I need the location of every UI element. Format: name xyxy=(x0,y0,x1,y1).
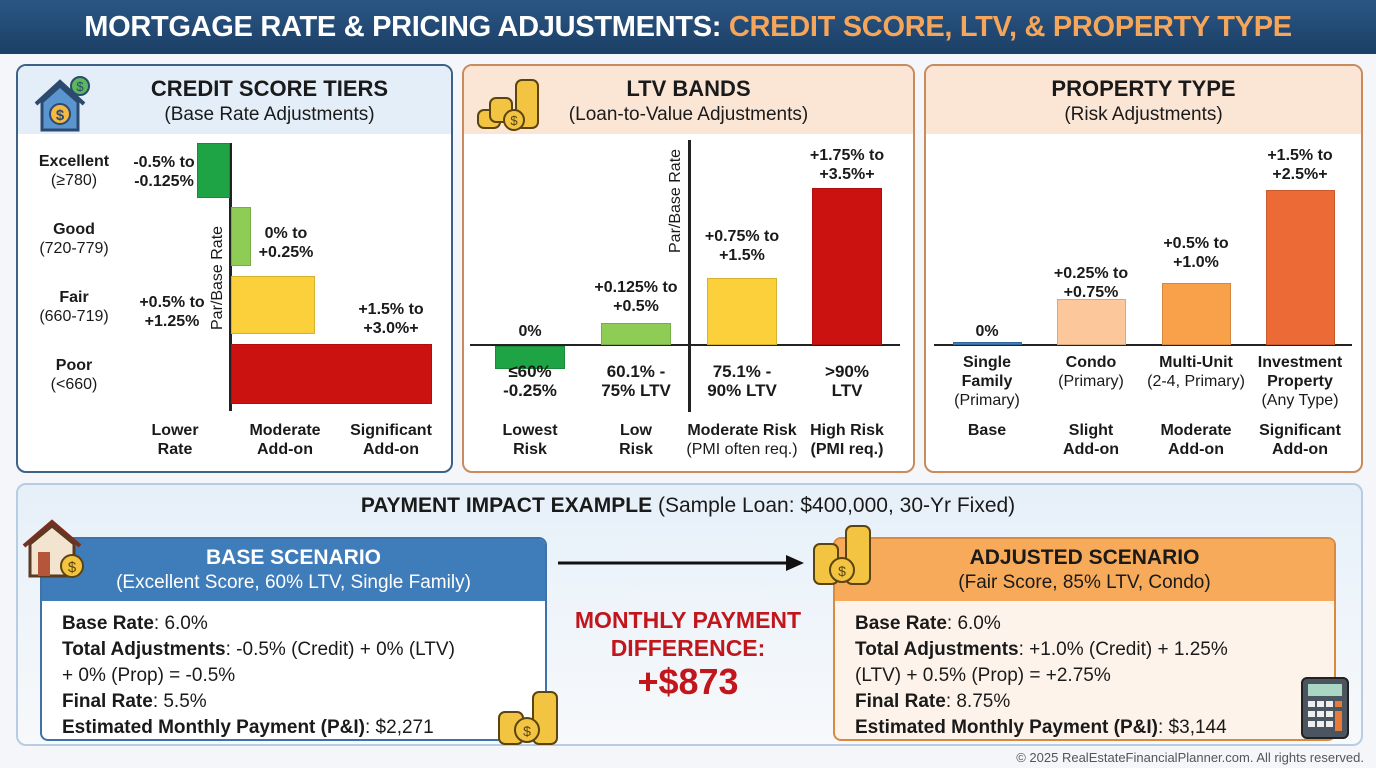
risk-label: Moderate Add-on xyxy=(1160,422,1232,458)
card-subtitle: (Excellent Score, 60% LTV, Single Family… xyxy=(116,572,471,593)
bar-2 xyxy=(707,277,777,345)
scenario-row: Final Rate: 8.75% xyxy=(855,691,1011,712)
value-label: 0% xyxy=(518,323,542,340)
panel-title: CREDIT SCORE TIERS xyxy=(150,76,389,101)
card-subtitle: (Fair Score, 85% LTV, Condo) xyxy=(958,572,1211,593)
panel-subtitle: (Loan-to-Value Adjustments) xyxy=(568,104,809,125)
value-label: +0.25% to +0.75% xyxy=(1053,265,1129,301)
baseline xyxy=(470,344,900,346)
panel-subtitle: (Base Rate Adjustments) xyxy=(164,104,375,125)
house-dollar-icon: $ xyxy=(22,519,84,578)
scenario-row: Total Adjustments: +1.0% (Credit) + 1.25… xyxy=(855,639,1228,660)
scenario-row: Estimated Monthly Payment (P&I): $2,271 xyxy=(62,717,434,738)
tier-label: Good (720-779) xyxy=(39,221,109,257)
value-label: +0.125% to +0.5% xyxy=(594,279,678,315)
payment-difference-value: +$873 xyxy=(637,661,739,702)
category-label: Multi-Unit (2-4, Primary) xyxy=(1147,354,1245,390)
risk-label: High Risk (PMI req.) xyxy=(810,422,884,458)
svg-text:$: $ xyxy=(68,559,77,576)
value-label: +1.75% to +3.5%+ xyxy=(809,147,885,183)
panel-subtitle: (Risk Adjustments) xyxy=(1064,104,1223,125)
title-accent: CREDIT SCORE, LTV, & PROPERTY TYPE xyxy=(728,11,1292,43)
risk-label: Slight Add-on xyxy=(1063,422,1119,458)
svg-text:$: $ xyxy=(510,113,518,128)
baseline xyxy=(934,344,1352,346)
scenario-row: Base Rate: 6.0% xyxy=(62,613,208,634)
value-label: +0.5% to +1.25% xyxy=(139,294,205,330)
section-subtitle: (Sample Loan: $400,000, 30-Yr Fixed) xyxy=(652,494,1016,517)
card-title: ADJUSTED SCENARIO xyxy=(969,546,1200,569)
risk-label: Low Risk xyxy=(619,422,653,458)
category-label: Investment Property (Any Type) xyxy=(1257,354,1343,409)
scenario-row: Base Rate: 6.0% xyxy=(855,613,1001,634)
axis-label: Par/Base Rate xyxy=(209,225,226,330)
credit-score-panel: CREDIT SCORE TIERS (Base Rate Adjustments… xyxy=(16,64,453,473)
svg-text:$: $ xyxy=(523,723,531,739)
bar-fair xyxy=(231,276,315,334)
card-title: BASE SCENARIO xyxy=(205,546,382,569)
svg-text:$: $ xyxy=(76,79,84,94)
risk-label: Significant Add-on xyxy=(1259,422,1341,458)
category-label: 60.1% -75% LTV xyxy=(601,362,671,400)
category-label: Single Family (Primary) xyxy=(954,354,1020,409)
value-label: +1.5% to +2.5%+ xyxy=(1267,147,1333,183)
bar-2 xyxy=(1161,283,1231,345)
axis-label: Par/Base Rate xyxy=(667,148,684,253)
page-title: MORTGAGE RATE & PRICING ADJUSTMENTS: CRE… xyxy=(0,0,1376,54)
panel-title: PROPERTY TYPE xyxy=(1051,76,1236,101)
bar-0 xyxy=(952,342,1022,345)
bar-0 xyxy=(495,346,565,369)
par-axis xyxy=(688,140,691,412)
bar-poor xyxy=(231,344,432,404)
base-scenario-card: BASE SCENARIO (Excellent Score, 60% LTV, … xyxy=(40,537,547,741)
coins-icon: $ xyxy=(477,79,539,131)
bar-1 xyxy=(1056,298,1126,345)
copyright: © 2025 RealEstateFinancialPlanner.com. A… xyxy=(1016,750,1364,765)
svg-text:$: $ xyxy=(56,107,65,124)
risk-label: Base xyxy=(967,422,1007,439)
scale-label: Significant Add-on xyxy=(350,422,432,458)
panel-title: LTV BANDS xyxy=(626,76,751,101)
bar-3 xyxy=(1265,190,1335,345)
bar-3 xyxy=(812,187,882,345)
bar-excellent xyxy=(196,143,230,198)
value-label: -0.5% to -0.125% xyxy=(133,154,195,190)
category-label: >90% LTV xyxy=(825,362,869,400)
scale-label: Lower Rate xyxy=(151,422,199,458)
scenario-row: (LTV) + 0.5% (Prop) = +2.75% xyxy=(855,665,1111,686)
coins-icon: $ xyxy=(813,525,871,585)
arrow-right-icon xyxy=(558,555,804,571)
bar-good xyxy=(231,207,251,266)
title-main: MORTGAGE RATE & PRICING ADJUSTMENTS: xyxy=(84,11,729,43)
value-label: 0% xyxy=(975,323,999,340)
coins-icon: $ xyxy=(498,691,558,745)
risk-label: Moderate Risk (PMI often req.) xyxy=(686,422,798,458)
bar-1 xyxy=(601,322,671,345)
scenario-row: + 0% (Prop) = -0.5% xyxy=(62,665,236,686)
scenario-row: Final Rate: 5.5% xyxy=(62,691,207,712)
value-label: +0.5% to +1.0% xyxy=(1163,235,1229,271)
section-title: PAYMENT IMPACT EXAMPLE xyxy=(360,494,653,517)
category-label: 75.1% -90% LTV xyxy=(707,362,777,400)
scenario-row: Estimated Monthly Payment (P&I): $3,144 xyxy=(855,717,1227,738)
calculator-icon xyxy=(1301,677,1349,739)
payment-difference-label: MONTHLY PAYMENT DIFFERENCE: xyxy=(574,607,802,661)
svg-text:$: $ xyxy=(838,563,846,579)
house-dollar-icon: $$ xyxy=(34,76,90,132)
category-label: ≤60% -0.25% xyxy=(503,362,557,400)
tier-label: Excellent (≥780) xyxy=(38,153,110,189)
payment-impact-title: PAYMENT IMPACT EXAMPLE (Sample Loan: $40… xyxy=(0,494,1376,518)
value-label: +1.5% to +3.0%+ xyxy=(358,301,424,337)
scenario-row: Total Adjustments: -0.5% (Credit) + 0% (… xyxy=(62,639,455,660)
value-label: 0% to +0.25% xyxy=(258,225,314,261)
category-label: Condo (Primary) xyxy=(1058,354,1124,390)
value-label: +0.75% to +1.5% xyxy=(704,228,780,264)
adjusted-scenario-card: ADJUSTED SCENARIO (Fair Score, 85% LTV, C… xyxy=(833,537,1336,741)
scale-label: Moderate Add-on xyxy=(249,422,321,458)
tier-label: Fair (660-719) xyxy=(39,289,109,325)
par-axis xyxy=(229,143,232,411)
tier-label: Poor (<660) xyxy=(50,357,98,393)
risk-label: Lowest Risk xyxy=(502,422,558,458)
